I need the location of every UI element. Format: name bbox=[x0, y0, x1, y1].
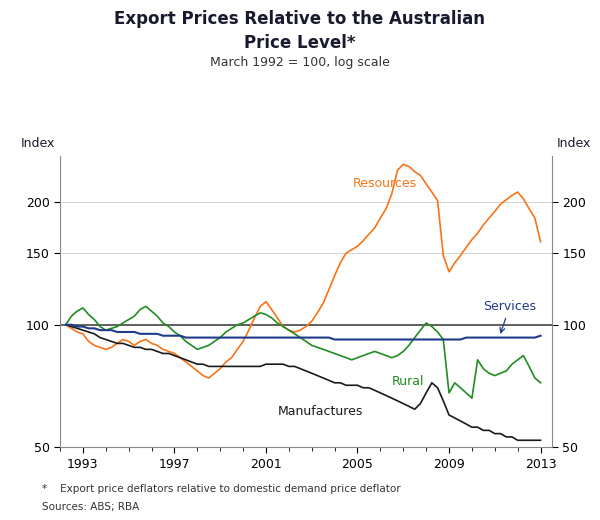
Text: Index: Index bbox=[21, 137, 55, 150]
Text: Export Prices Relative to the Australian: Export Prices Relative to the Australian bbox=[115, 10, 485, 29]
Text: Services: Services bbox=[484, 300, 536, 333]
Text: Price Level*: Price Level* bbox=[244, 34, 356, 52]
Text: March 1992 = 100, log scale: March 1992 = 100, log scale bbox=[210, 56, 390, 69]
Text: Manufactures: Manufactures bbox=[277, 405, 363, 418]
Text: *    Export price deflators relative to domestic demand price deflator: * Export price deflators relative to dom… bbox=[42, 484, 401, 493]
Text: Rural: Rural bbox=[392, 375, 424, 388]
Text: Resources: Resources bbox=[353, 177, 417, 190]
Text: Sources: ABS; RBA: Sources: ABS; RBA bbox=[42, 502, 139, 512]
Text: Index: Index bbox=[557, 137, 591, 150]
